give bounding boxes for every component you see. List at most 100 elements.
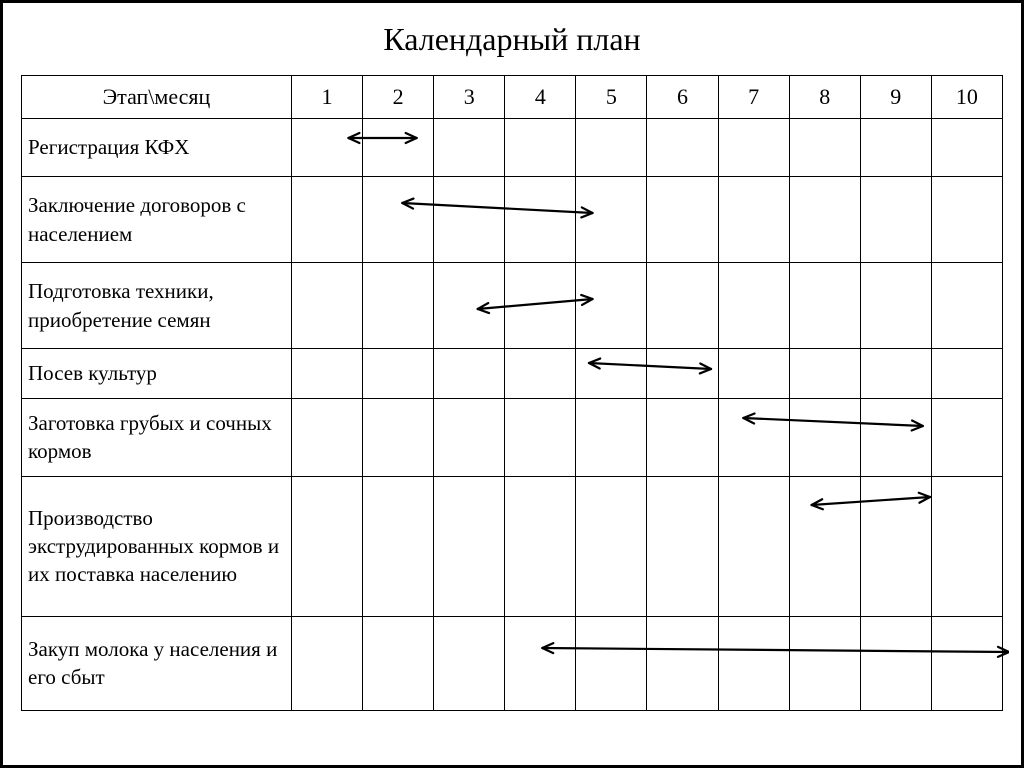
schedule-cell: [931, 399, 1002, 477]
schedule-cell: [505, 177, 576, 263]
schedule-cell: [363, 399, 434, 477]
month-header: 5: [576, 76, 647, 119]
schedule-cell: [789, 476, 860, 616]
schedule-cell: [292, 616, 363, 710]
schedule-cell: [647, 119, 718, 177]
schedule-cell: [363, 119, 434, 177]
month-header: 10: [931, 76, 1002, 119]
schedule-cell: [505, 349, 576, 399]
table-row: Подготовка техники, приобретение семян: [22, 263, 1003, 349]
schedule-cell: [434, 616, 505, 710]
schedule-cell: [718, 399, 789, 477]
schedule-cell: [931, 349, 1002, 399]
schedule-cell: [434, 177, 505, 263]
schedule-cell: [505, 119, 576, 177]
schedule-cell: [505, 399, 576, 477]
schedule-cell: [789, 263, 860, 349]
schedule-cell: [363, 177, 434, 263]
schedule-cell: [576, 119, 647, 177]
schedule-cell: [434, 263, 505, 349]
page-frame: Календарный план Этап\месяц 12345678910 …: [0, 0, 1024, 768]
schedule-cell: [789, 616, 860, 710]
schedule-cell: [576, 476, 647, 616]
schedule-cell: [505, 476, 576, 616]
schedule-cell: [789, 177, 860, 263]
schedule-cell: [576, 349, 647, 399]
schedule-cell: [363, 349, 434, 399]
schedule-cell: [292, 476, 363, 616]
schedule-cell: [292, 119, 363, 177]
stage-label: Регистрация КФХ: [22, 119, 292, 177]
schedule-cell: [434, 119, 505, 177]
schedule-cell: [647, 476, 718, 616]
table-row: Закуп молока у населения и его сбыт: [22, 616, 1003, 710]
month-header: 4: [505, 76, 576, 119]
schedule-table: Этап\месяц 12345678910 Регистрация КФХЗа…: [21, 75, 1003, 711]
schedule-cell: [434, 349, 505, 399]
schedule-cell: [718, 616, 789, 710]
table-row: Заключение договоров с населением: [22, 177, 1003, 263]
table-row: Заготовка грубых и сочных кормов: [22, 399, 1003, 477]
schedule-cell: [292, 399, 363, 477]
schedule-cell: [860, 263, 931, 349]
schedule-cell: [860, 476, 931, 616]
schedule-cell: [860, 616, 931, 710]
schedule-cell: [292, 177, 363, 263]
schedule-cell: [718, 263, 789, 349]
stage-label: Посев культур: [22, 349, 292, 399]
schedule-cell: [647, 349, 718, 399]
schedule-cell: [576, 616, 647, 710]
stage-label: Производство экструдированных кормов и и…: [22, 476, 292, 616]
schedule-cell: [718, 119, 789, 177]
schedule-cell: [292, 349, 363, 399]
month-header: 9: [860, 76, 931, 119]
schedule-cell: [576, 263, 647, 349]
month-header: 1: [292, 76, 363, 119]
stage-header: Этап\месяц: [22, 76, 292, 119]
schedule-cell: [860, 349, 931, 399]
month-header: 3: [434, 76, 505, 119]
month-header: 6: [647, 76, 718, 119]
schedule-cell: [789, 119, 860, 177]
schedule-cell: [434, 399, 505, 477]
schedule-cell: [434, 476, 505, 616]
schedule-cell: [931, 177, 1002, 263]
table-row: Производство экструдированных кормов и и…: [22, 476, 1003, 616]
schedule-cell: [647, 399, 718, 477]
table-row: Посев культур: [22, 349, 1003, 399]
schedule-cell: [292, 263, 363, 349]
schedule-cell: [931, 616, 1002, 710]
schedule-cell: [789, 399, 860, 477]
schedule-grid: Этап\месяц 12345678910 Регистрация КФХЗа…: [21, 75, 1003, 711]
schedule-cell: [931, 119, 1002, 177]
schedule-cell: [505, 263, 576, 349]
schedule-cell: [860, 119, 931, 177]
schedule-cell: [931, 476, 1002, 616]
page-title: Календарный план: [3, 3, 1021, 72]
stage-label: Заключение договоров с населением: [22, 177, 292, 263]
schedule-cell: [931, 263, 1002, 349]
table-body: Регистрация КФХЗаключение договоров с на…: [22, 119, 1003, 711]
month-header: 2: [363, 76, 434, 119]
schedule-cell: [576, 177, 647, 263]
schedule-cell: [718, 349, 789, 399]
schedule-cell: [363, 476, 434, 616]
table-row: Регистрация КФХ: [22, 119, 1003, 177]
schedule-cell: [647, 263, 718, 349]
schedule-cell: [576, 399, 647, 477]
month-header: 8: [789, 76, 860, 119]
schedule-cell: [647, 177, 718, 263]
schedule-cell: [718, 476, 789, 616]
stage-label: Закуп молока у населения и его сбыт: [22, 616, 292, 710]
schedule-cell: [860, 177, 931, 263]
schedule-cell: [363, 616, 434, 710]
stage-label: Заготовка грубых и сочных кормов: [22, 399, 292, 477]
stage-label: Подготовка техники, приобретение семян: [22, 263, 292, 349]
schedule-cell: [363, 263, 434, 349]
header-row: Этап\месяц 12345678910: [22, 76, 1003, 119]
schedule-cell: [718, 177, 789, 263]
schedule-cell: [860, 399, 931, 477]
schedule-cell: [647, 616, 718, 710]
schedule-cell: [789, 349, 860, 399]
schedule-cell: [505, 616, 576, 710]
